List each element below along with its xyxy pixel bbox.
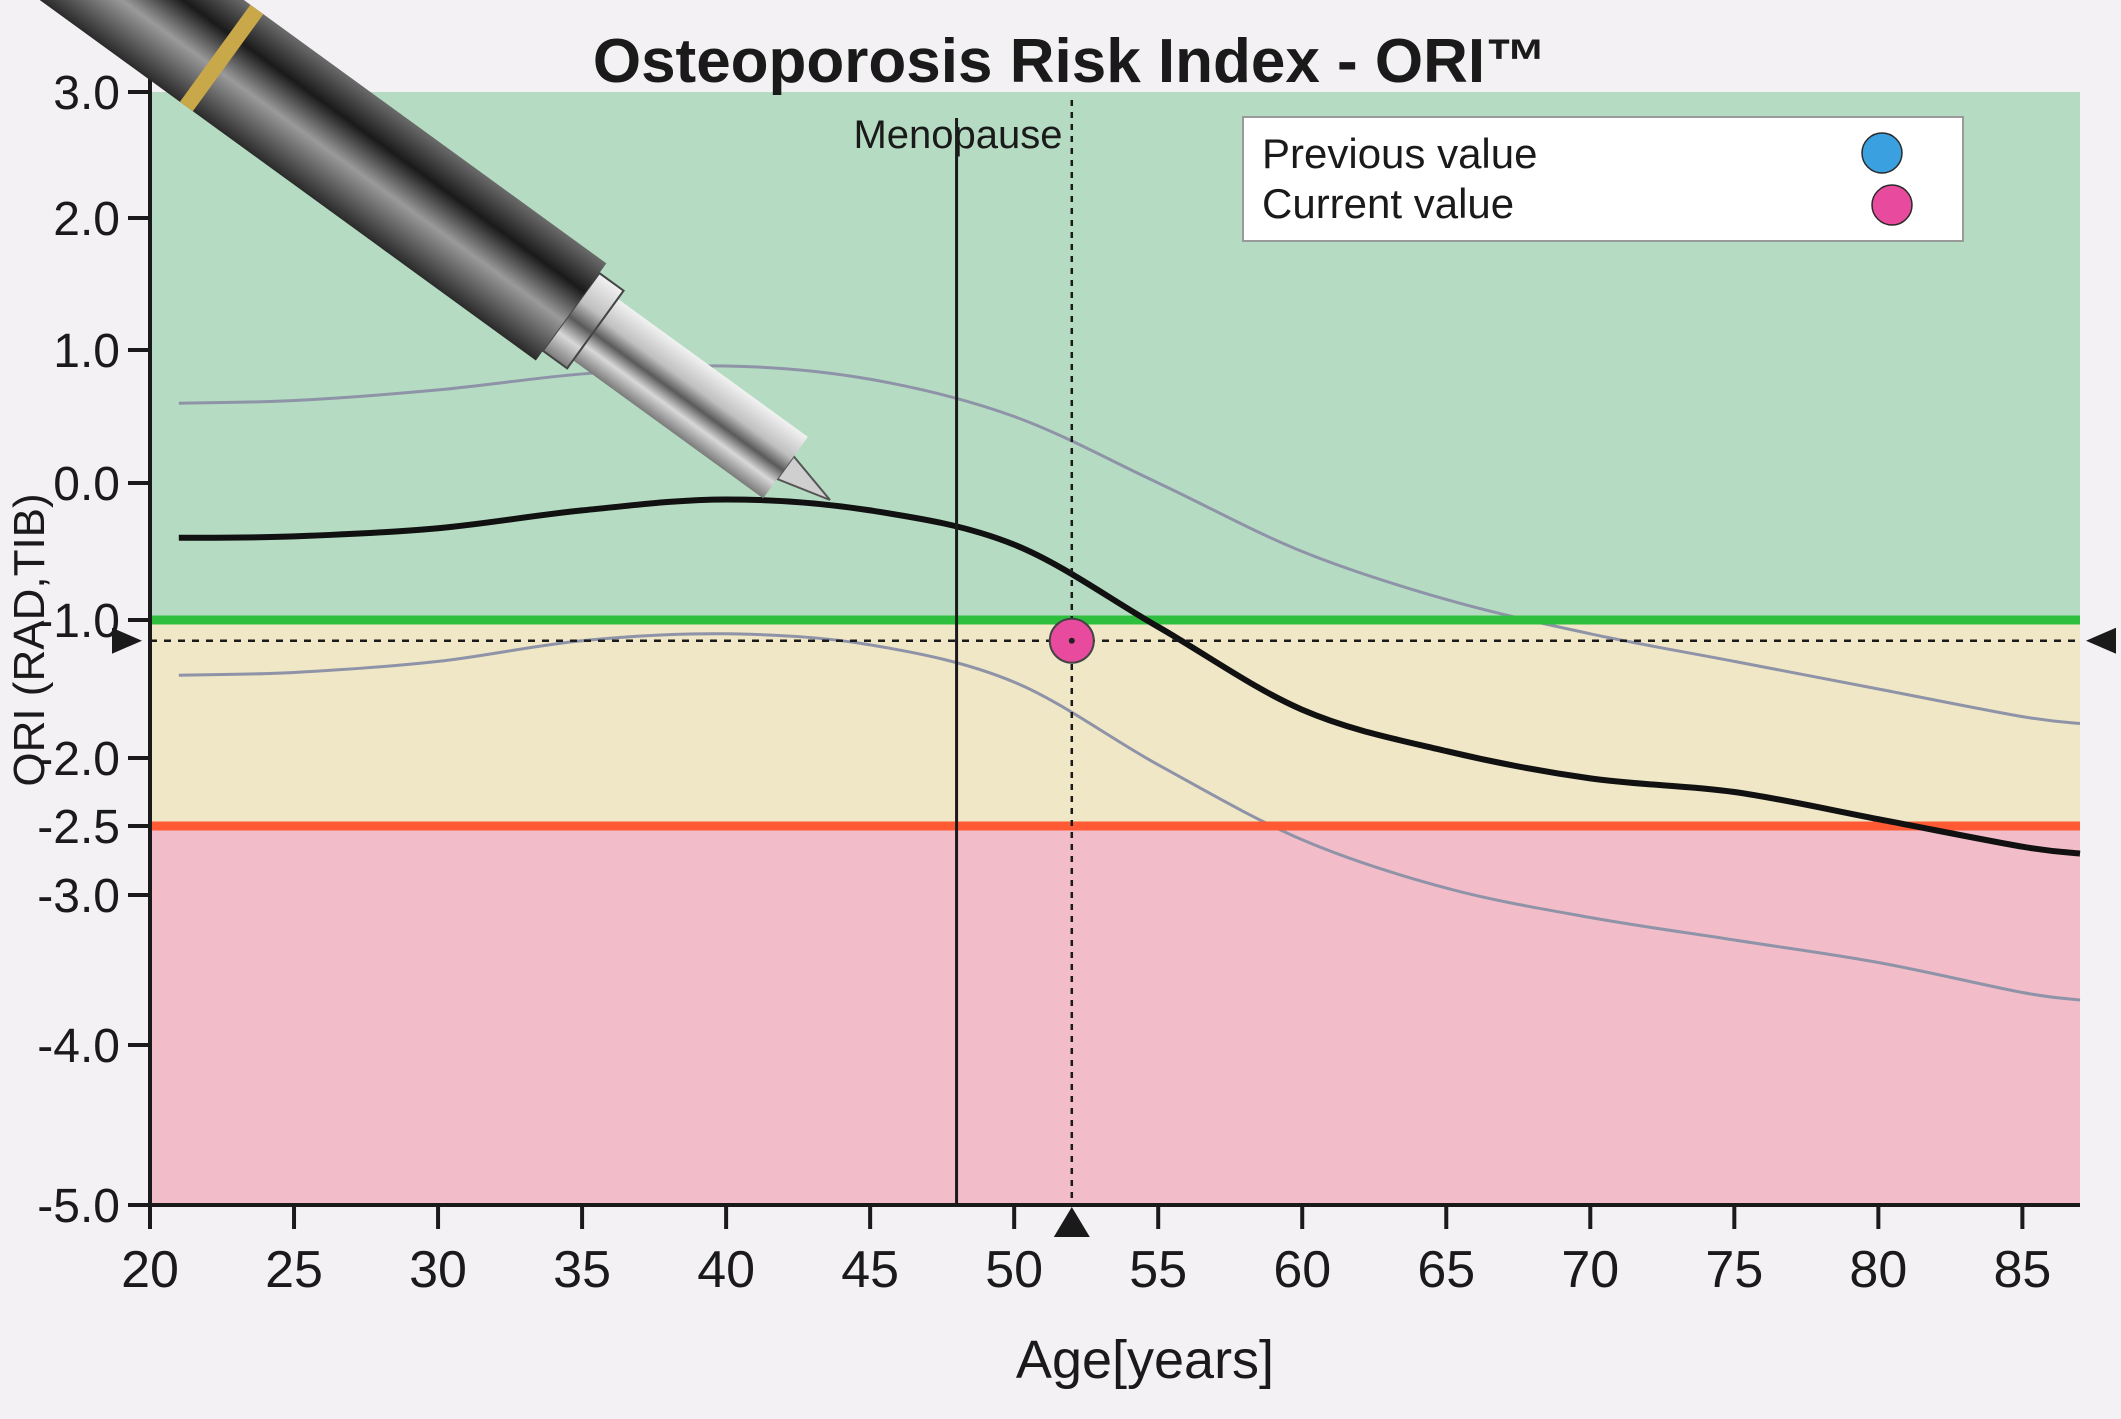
y-tick-label: 3.0 [53, 67, 120, 120]
chart-markers [112, 100, 2116, 1237]
y-tick-label: -1.0 [37, 595, 120, 648]
x-tick-label: 80 [1849, 1241, 1907, 1299]
pen-tip [775, 454, 831, 501]
y-axis-label: ORI (RAD,TIB) [5, 493, 54, 786]
x-tick-label: 30 [409, 1241, 467, 1299]
risk-zone-2 [150, 826, 2080, 1205]
legend-marker-previous [1861, 132, 1903, 174]
x-tick-label: 40 [697, 1241, 755, 1299]
x-axis-label: Age[years] [1016, 1330, 1274, 1390]
legend-label-previous: Previous value [1262, 130, 1537, 177]
x-tick-label: 45 [841, 1241, 899, 1299]
current-value-point-center [1068, 637, 1075, 644]
x-tick-label: 65 [1417, 1241, 1475, 1299]
reference-curves [150, 364, 2081, 1002]
risk-zone-1 [150, 620, 2080, 826]
mean-reference-curve [178, 496, 2081, 857]
x-tick-label: 50 [985, 1241, 1043, 1299]
y-tick-label: -3.0 [37, 870, 120, 923]
y-tick-label: -2.0 [37, 733, 120, 786]
axes: 3.0 2.0 1.0 0.0 -1.0 -2.0 -2.5 -3.0 -4.0 -5.020 25… [37, 67, 2080, 1299]
lower-reference-curve [178, 632, 2081, 1002]
x-tick-label: 25 [265, 1241, 323, 1299]
bottom-arrow-marker [1053, 1207, 1090, 1237]
pen [0, 0, 831, 501]
x-tick-label: 35 [553, 1241, 611, 1299]
x-tick-label: 75 [1705, 1241, 1763, 1299]
y-tick-label: 0.0 [53, 458, 120, 511]
pen-cone [573, 298, 808, 499]
legend-box [1242, 116, 1964, 242]
upper-reference-curve [178, 364, 2081, 725]
y-tick-label: 2.0 [53, 193, 120, 246]
x-tick-label: 55 [1129, 1241, 1187, 1299]
y-tick-label: -5.0 [37, 1180, 120, 1233]
chart-title: Osteoporosis Risk Index - ORI™ [593, 27, 1547, 96]
x-tick-label: 85 [1993, 1241, 2051, 1299]
menopause-label: Menopause [853, 113, 1062, 157]
x-tick-label: 60 [1273, 1241, 1331, 1299]
x-tick-label: 70 [1561, 1241, 1619, 1299]
legend-label-current: Current value [1262, 180, 1514, 227]
legend: Previous value Current value [1242, 116, 1964, 242]
legend-marker-current [1871, 184, 1913, 226]
left-arrow-marker [112, 627, 142, 654]
y-tick-label: -2.5 [37, 801, 120, 854]
y-tick-label: -4.0 [37, 1020, 120, 1073]
pen-band [179, 4, 264, 112]
y-tick-label: 1.0 [53, 325, 120, 378]
right-arrow-marker [2086, 627, 2116, 654]
x-tick-label: 20 [121, 1241, 179, 1299]
